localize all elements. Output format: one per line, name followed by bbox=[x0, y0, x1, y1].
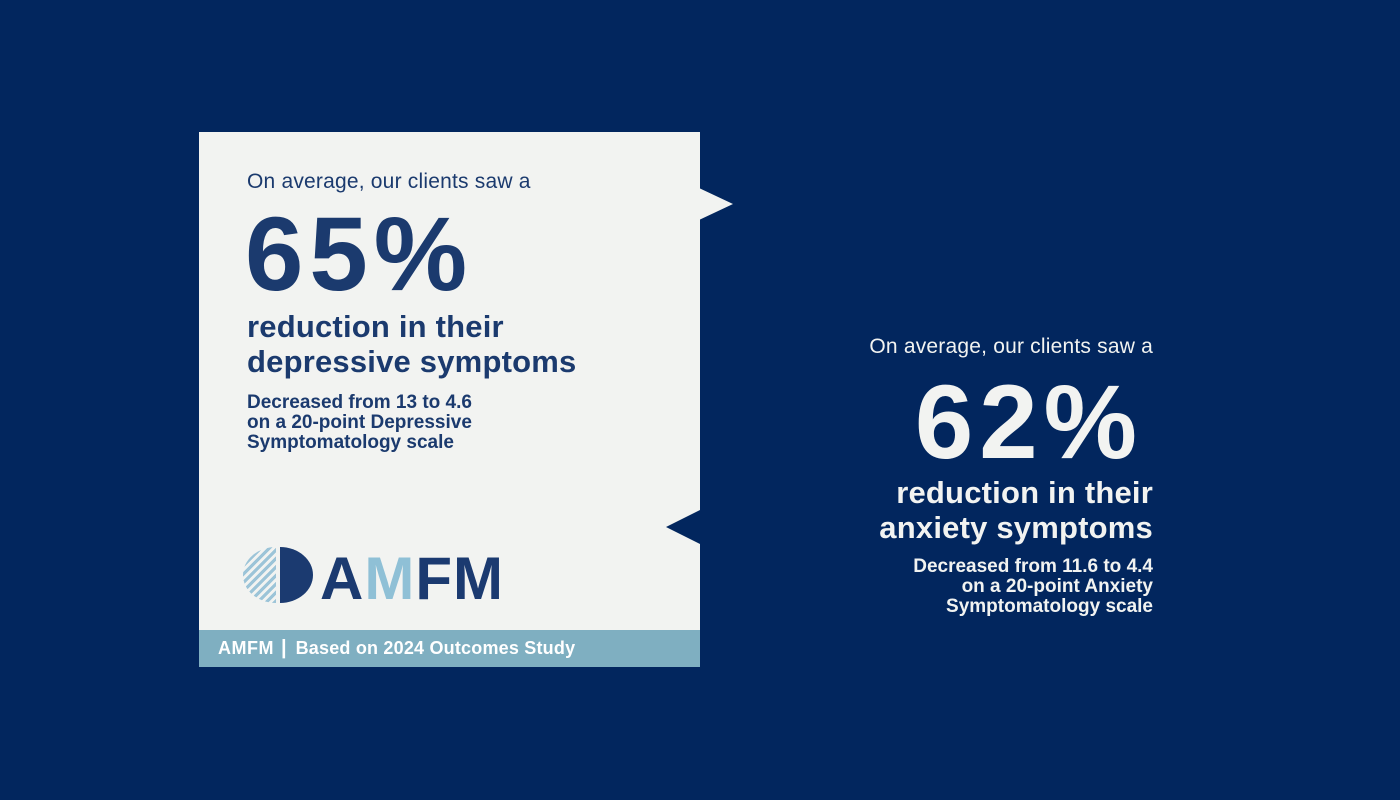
depression-stat-detail: Decreased from 13 to 4.6 on a 20-point D… bbox=[247, 393, 472, 453]
logo-solid-half-circle-icon bbox=[280, 547, 313, 603]
anxiety-headline: reduction in their anxiety symptoms bbox=[733, 475, 1153, 545]
detail-to-value: 4.6 bbox=[445, 392, 472, 413]
detail-line3: Symptomatology scale bbox=[946, 596, 1153, 617]
detail-from-value: 11.6 bbox=[1062, 556, 1099, 577]
detail-line3: Symptomatology scale bbox=[247, 432, 454, 453]
logo-striped-half-circle-icon bbox=[243, 547, 276, 603]
attribution-brand: AMFM bbox=[218, 638, 274, 658]
attribution-text: Based on 2024 Outcomes Study bbox=[295, 638, 576, 658]
detail-prefix: Decreased from bbox=[247, 392, 391, 413]
logo-letter-a: A bbox=[320, 545, 365, 612]
detail-line2: on a 20-point Depressive bbox=[247, 412, 472, 433]
attribution-divider: | bbox=[280, 637, 287, 659]
anxiety-headline-line1: reduction in their bbox=[896, 475, 1153, 510]
anxiety-intro-text: On average, our clients saw a bbox=[869, 335, 1153, 358]
amfm-logo-mark-icon bbox=[243, 546, 313, 604]
depression-headline: reduction in their depressive symptoms bbox=[247, 309, 576, 379]
detail-connector: to bbox=[422, 392, 441, 413]
detail-connector: to bbox=[1103, 556, 1122, 577]
depression-stat-card: On average, our clients saw a 65% reduct… bbox=[199, 132, 700, 667]
depression-headline-line2: depressive symptoms bbox=[247, 344, 577, 379]
detail-from-value: 13 bbox=[395, 392, 418, 413]
amfm-logo: AMFM bbox=[243, 546, 504, 609]
logo-letter-m2: M bbox=[452, 545, 504, 612]
speech-tail-right bbox=[699, 188, 733, 220]
depression-intro-text: On average, our clients saw a bbox=[247, 170, 531, 193]
depression-stat-value: 65% bbox=[245, 196, 474, 313]
depression-headline-line1: reduction in their bbox=[247, 309, 504, 344]
anxiety-headline-line2: anxiety symptoms bbox=[879, 510, 1153, 545]
attribution-bar: AMFM | Based on 2024 Outcomes Study bbox=[199, 630, 700, 667]
logo-letter-m1: M bbox=[364, 545, 416, 612]
amfm-logo-wordmark: AMFM bbox=[320, 549, 504, 609]
speech-tail-left bbox=[666, 510, 700, 544]
anxiety-stat-detail: Decreased from 11.6 to 4.4 on a 20-point… bbox=[733, 557, 1153, 617]
detail-line2: on a 20-point Anxiety bbox=[961, 576, 1153, 597]
detail-to-value: 4.4 bbox=[1126, 556, 1153, 577]
detail-prefix: Decreased from bbox=[913, 556, 1057, 577]
anxiety-stat-value: 62% bbox=[914, 364, 1143, 481]
anxiety-stat-panel: On average, our clients saw a 62% reduct… bbox=[733, 334, 1153, 617]
logo-letter-f: F bbox=[415, 545, 453, 612]
